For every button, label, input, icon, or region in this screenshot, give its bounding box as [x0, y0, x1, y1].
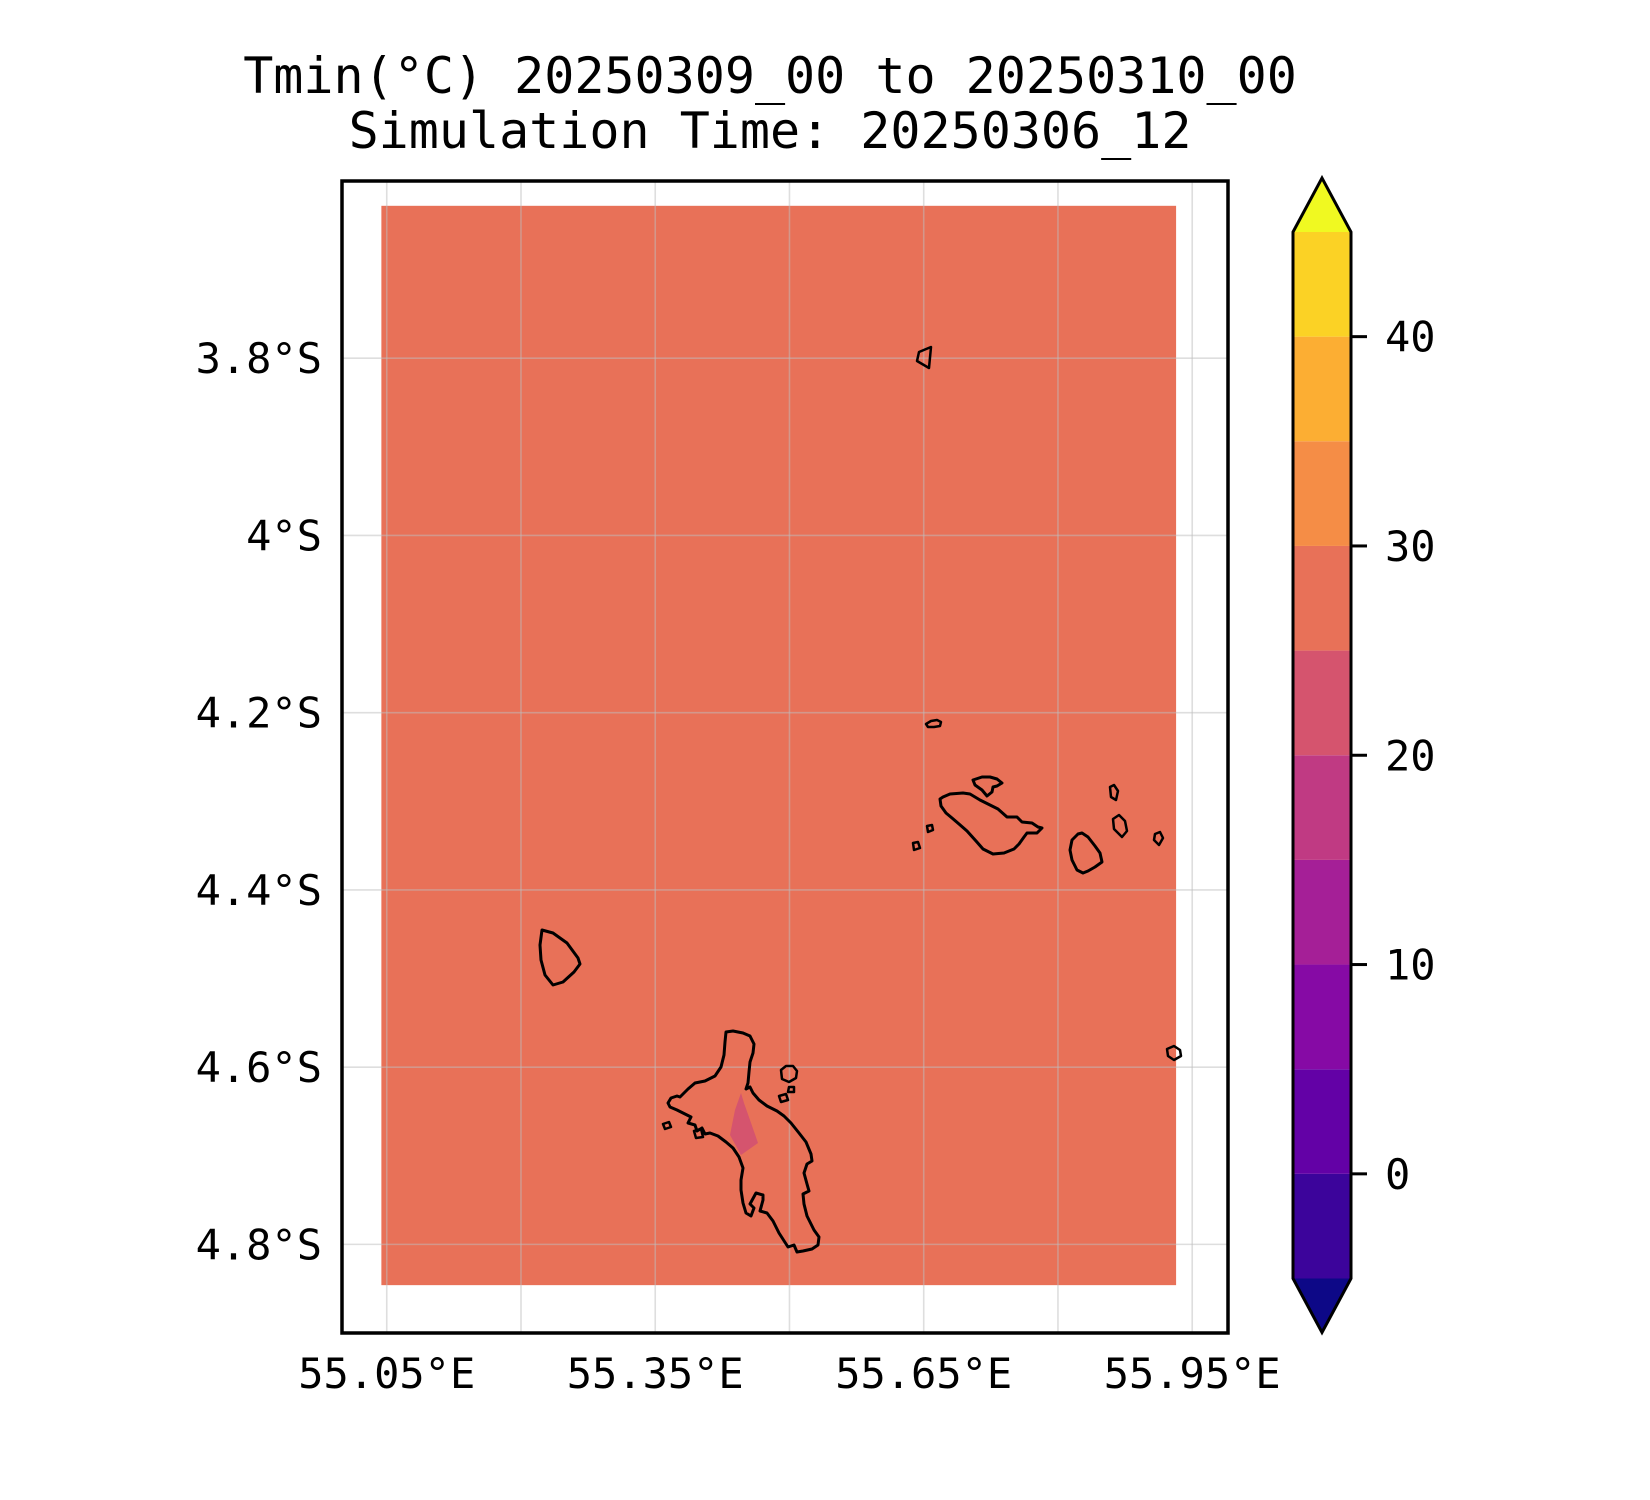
x-tick-label: 55.95°E	[1104, 1349, 1281, 1398]
temperature-field-layer	[381, 205, 1177, 1286]
colorbar-over-arrow	[1293, 178, 1351, 232]
colorbar-segment	[1293, 1173, 1351, 1279]
island-outline-silhouette	[538, 928, 582, 987]
colorbar-under-arrow	[1293, 1278, 1351, 1333]
colorbar: 0 10 20 30 40	[1291, 174, 1436, 1336]
colorbar-tick-label: 0	[1385, 1150, 1410, 1199]
colorbar-segment	[1293, 232, 1351, 337]
x-tick-label: 55.35°E	[567, 1349, 744, 1398]
islet-outline-ste-anne-3	[777, 1092, 790, 1104]
islet-outline-aride	[924, 718, 943, 729]
islet-outline-ste-anne-2	[786, 1085, 796, 1094]
islet-outline-mahe-west-1	[661, 1120, 673, 1131]
y-tick-label: 4.2°S	[196, 689, 322, 738]
temperature-field	[381, 205, 1177, 1286]
colorbar-segment	[1293, 441, 1351, 546]
islet-outline-felicite-2	[1111, 813, 1129, 839]
island-outline-la-digue	[1068, 831, 1104, 875]
islet-outline-ste-anne-1	[779, 1064, 799, 1084]
colorbar-tick-label: 40	[1385, 313, 1436, 362]
island-outline-praslin	[938, 791, 1044, 856]
colorbar-segment	[1293, 336, 1351, 442]
island-outline-curieuse	[971, 775, 1004, 798]
y-tick-label: 4.6°S	[196, 1043, 322, 1092]
colorbar-segment	[1293, 1069, 1351, 1174]
axis-label-layer: 55.05°E 55.35°E 55.65°E 55.95°E 3.8°S 4°S 4.2°…	[196, 334, 1281, 1398]
islet-outline-fregate	[1165, 1044, 1183, 1062]
plot-subtitle: Simulation Time: 20250306_12	[349, 102, 1192, 160]
plot-title: Tmin(°C) 20250309_00 to 20250310_00	[243, 47, 1297, 105]
y-tick-label: 4.4°S	[196, 866, 322, 915]
low-temp-region	[730, 1093, 758, 1155]
x-tick-label: 55.65°E	[835, 1349, 1012, 1398]
gridline-layer	[342, 181, 1228, 1333]
colorbar-segment	[1293, 755, 1351, 860]
islet-outline-denis	[915, 345, 933, 370]
y-tick-label: 3.8°S	[196, 334, 322, 383]
colorbar-tick-label: 10	[1385, 941, 1436, 990]
map-frame	[340, 179, 1230, 1335]
y-tick-label: 4.8°S	[196, 1220, 322, 1269]
islet-outline-west-praslin-2	[911, 840, 922, 852]
colorbar-tick-label: 20	[1385, 731, 1436, 780]
colorbar-segment	[1293, 545, 1351, 651]
colorbar-segment	[1293, 650, 1351, 756]
colorbar-tick-label: 30	[1385, 522, 1436, 571]
island-outline-mahe	[666, 1029, 821, 1254]
islet-outline-felicite-1	[1108, 783, 1120, 802]
islet-outline-west-praslin-1	[925, 823, 935, 834]
x-tick-label: 55.05°E	[298, 1349, 475, 1398]
colorbar-segment	[1293, 859, 1351, 965]
coastline-layer	[538, 345, 1183, 1254]
colorbar-outline	[1291, 174, 1353, 1336]
y-tick-label: 4°S	[246, 511, 322, 560]
islet-outline-mahe-west-2	[692, 1127, 705, 1140]
colorbar-segment	[1293, 964, 1351, 1070]
islet-outline-felicite-3	[1152, 830, 1165, 847]
